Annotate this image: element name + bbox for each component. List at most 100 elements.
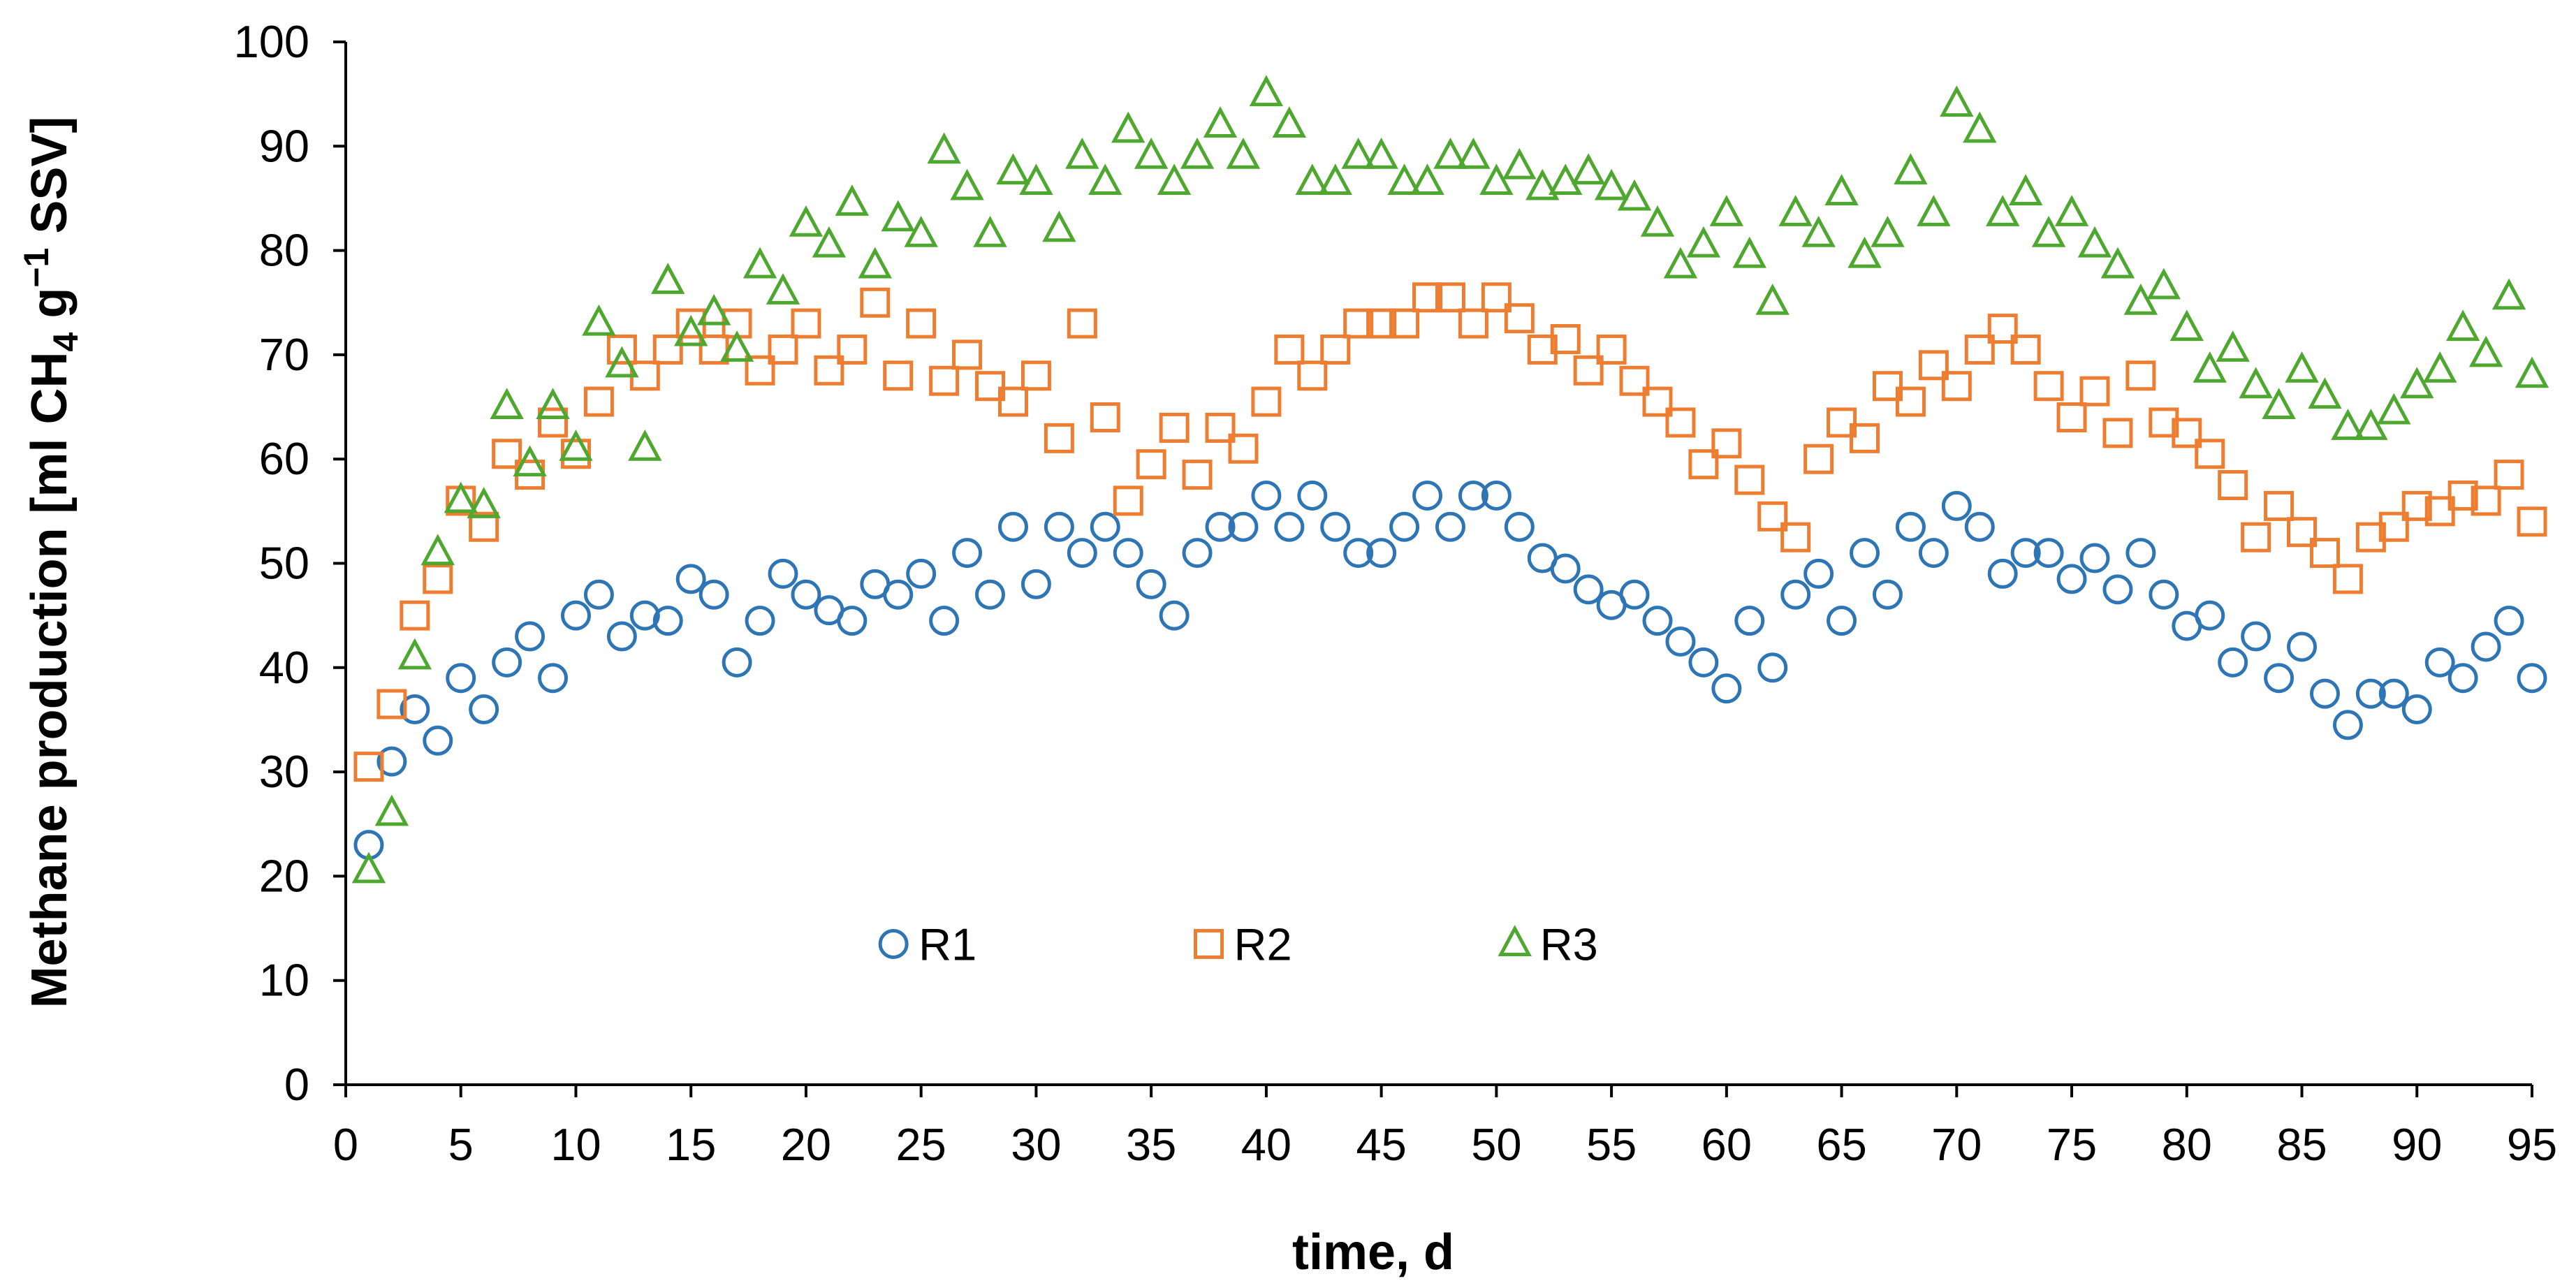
- r3-point: [927, 132, 961, 164]
- r3-point: [719, 330, 754, 362]
- r3-point: [1180, 137, 1215, 169]
- r2-point: [768, 334, 798, 365]
- r3-point: [812, 226, 847, 258]
- r3-point: [1847, 236, 1882, 268]
- r2-point: [1504, 303, 1535, 334]
- r1-point: [1297, 480, 1328, 511]
- r1-point: [1688, 647, 1719, 678]
- r3-point: [1203, 106, 1238, 138]
- r1-point: [376, 746, 407, 777]
- r3-point: [1549, 163, 1583, 196]
- r2-point: [1757, 501, 1788, 532]
- r2-point: [1228, 433, 1259, 464]
- r2-point: [1136, 449, 1166, 480]
- r2-point: [469, 511, 499, 542]
- x-tick-label: 75: [2047, 1119, 2097, 1170]
- r3-point: [1709, 195, 1744, 226]
- r3-point: [651, 263, 685, 294]
- r1-point: [1711, 673, 1742, 704]
- tick-labels: 0 10 20 30 40 50 60 70 80 90 100 0 5 10 15 20 25 30 35 40 45…: [234, 16, 2558, 1170]
- r2-point: [1872, 371, 1903, 402]
- r1-point: [1734, 606, 1765, 636]
- r2-point: [1688, 449, 1719, 480]
- r2-point: [1412, 282, 1443, 313]
- r1-point: [929, 606, 960, 636]
- x-tick-label: 25: [896, 1119, 946, 1170]
- r2-point: [745, 355, 775, 386]
- r2-point: [583, 386, 614, 417]
- r1-point: [1044, 511, 1074, 542]
- r2-point: [1803, 444, 1834, 474]
- r1-point: [2033, 538, 2064, 569]
- r3-point: [996, 153, 1030, 185]
- r3-point: [1894, 153, 1928, 185]
- r2-point: [1665, 407, 1696, 438]
- series-r3: [351, 75, 2549, 884]
- r2-point: [1067, 308, 1097, 339]
- x-axis-title: time, d: [1292, 1224, 1454, 1280]
- r1-point: [1389, 511, 1420, 542]
- r3-point: [1364, 137, 1398, 169]
- r1-point: [698, 579, 729, 610]
- r1-point: [1412, 480, 1443, 511]
- r2-point: [492, 439, 522, 469]
- r1-point: [975, 579, 1006, 610]
- r2-point: [1274, 334, 1305, 365]
- r2-point: [376, 689, 407, 719]
- r3-point: [2285, 351, 2319, 383]
- r1-point: [2287, 631, 2318, 662]
- r3-point: [1019, 163, 1053, 196]
- r2-point: [1020, 360, 1051, 391]
- legend-label-r2: R2: [1234, 919, 1292, 969]
- r1-point: [1872, 579, 1903, 610]
- y-tick-label: 30: [259, 746, 309, 797]
- r3-point: [1917, 195, 1951, 226]
- r3-point: [2491, 278, 2526, 310]
- r3-point: [2169, 309, 2204, 342]
- r2-point: [2355, 522, 2386, 552]
- r1-point: [1343, 538, 1374, 569]
- r1-point: [2424, 647, 2455, 678]
- data-points: [351, 75, 2549, 884]
- y-axis-title-mid: g: [22, 288, 78, 332]
- r3-point: [2354, 409, 2388, 440]
- r3-point: [766, 273, 800, 305]
- r3-point: [2054, 195, 2089, 226]
- r3-point: [2377, 393, 2411, 425]
- r3-point: [1640, 205, 1675, 237]
- r1-point: [1251, 480, 1282, 511]
- r3-point: [973, 215, 1007, 247]
- x-tick-label: 55: [1586, 1119, 1637, 1170]
- r2-point: [1964, 334, 1995, 365]
- r1-point: [515, 621, 546, 652]
- r3-point: [1824, 174, 1859, 205]
- r3-point: [1249, 75, 1284, 107]
- r3-point: [1502, 147, 1537, 180]
- r1-point: [1803, 558, 1834, 589]
- r3-point: [1042, 210, 1076, 242]
- r1-point: [492, 647, 522, 678]
- r2-point: [1090, 402, 1120, 432]
- axes: [333, 41, 2533, 1097]
- r1-point: [2102, 574, 2133, 605]
- r2-point: [1251, 386, 1282, 417]
- r2-point: [1481, 282, 1512, 313]
- x-tick-label: 50: [1471, 1119, 1521, 1170]
- r2-point: [952, 339, 983, 370]
- r1-point: [1090, 511, 1120, 542]
- y-axis-title: Methane production [ml CH4 g−1 SSV]: [17, 117, 85, 1009]
- legend-item-r3: R3: [1498, 919, 1598, 969]
- r3-point: [2262, 388, 2296, 420]
- r1-point: [2517, 663, 2547, 694]
- r2-point: [2401, 490, 2432, 521]
- r1-point: [1895, 511, 1926, 542]
- r2-point: [1941, 371, 1972, 402]
- y-tick-label: 70: [259, 329, 309, 380]
- r2-point: [1527, 334, 1558, 365]
- r1-point: [2332, 710, 2363, 740]
- r2-point: [538, 407, 569, 438]
- r3-point: [1226, 137, 1261, 169]
- r1-point: [652, 606, 683, 636]
- y-tick-label: 100: [234, 16, 309, 67]
